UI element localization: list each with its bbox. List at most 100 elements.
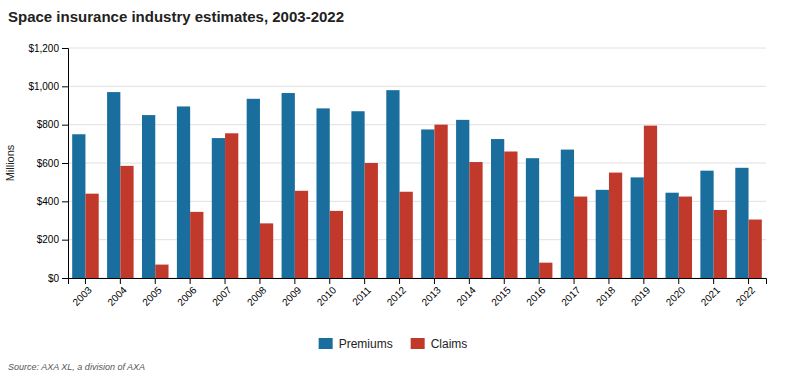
grid-line — [68, 48, 766, 49]
series — [72, 90, 748, 278]
tick-label: $200 — [37, 234, 60, 245]
bar — [700, 171, 713, 278]
tick: 2013 — [419, 278, 443, 308]
tick-label: 2011 — [350, 284, 373, 307]
tick: 2005 — [140, 278, 164, 308]
tick-mark — [62, 48, 68, 49]
tick: 2009 — [280, 278, 304, 308]
tick-label: 2005 — [140, 284, 164, 308]
tick-mark — [62, 163, 68, 164]
tick-label: 2020 — [664, 284, 688, 308]
bar — [504, 152, 517, 279]
legend-swatch — [411, 338, 425, 349]
bar — [295, 191, 308, 278]
tick: 2006 — [175, 278, 199, 308]
tick-label: 2006 — [175, 284, 199, 308]
tick-mark — [643, 278, 644, 284]
tick-mark — [155, 278, 156, 284]
y-axis: $0$200$400$600$800$1,000$1,200 — [28, 43, 68, 284]
bar — [469, 162, 482, 278]
legend: Premiums Claims — [319, 337, 468, 351]
tick-label: 2016 — [524, 284, 548, 308]
tick: 2004 — [105, 278, 129, 308]
tick-label: 2017 — [559, 284, 583, 308]
bar — [365, 163, 378, 278]
tick: 2019 — [629, 278, 653, 308]
bar — [85, 194, 98, 278]
bar — [72, 134, 85, 278]
tick-label: $0 — [48, 273, 60, 284]
plot: $0$200$400$600$800$1,000$1,2002003200420… — [28, 43, 766, 308]
tick-mark — [62, 278, 68, 279]
tick: 2017 — [559, 278, 583, 308]
tick: 2010 — [315, 278, 339, 308]
tick-mark — [539, 278, 540, 284]
tick-mark — [469, 278, 470, 284]
bar — [596, 190, 609, 278]
tick-label: 2015 — [489, 284, 513, 308]
bar — [679, 197, 692, 278]
tick-mark — [748, 278, 749, 284]
bar — [282, 93, 295, 278]
legend-item: Claims — [411, 337, 468, 351]
tick-label: 2012 — [385, 284, 409, 308]
bar — [644, 126, 657, 278]
bar — [386, 90, 399, 278]
title: Space insurance industry estimates, 2003… — [8, 8, 344, 25]
bar — [225, 133, 238, 278]
tick: 2022 — [734, 278, 758, 308]
legend-label: Premiums — [339, 337, 393, 351]
bar — [665, 193, 678, 278]
bars — [72, 90, 762, 278]
tick-mark — [120, 278, 121, 284]
bar — [155, 265, 168, 278]
tick: 2020 — [664, 278, 688, 308]
tick: 2003 — [70, 278, 94, 308]
tick: 2015 — [489, 278, 513, 308]
tick-label: $600 — [37, 158, 60, 169]
tick: $600 — [37, 158, 68, 169]
grid-line — [68, 124, 766, 125]
tick-label: $1,200 — [28, 43, 59, 54]
bar — [561, 150, 574, 278]
bar — [107, 92, 120, 278]
tick-label: 2004 — [105, 284, 129, 308]
bar — [316, 108, 329, 278]
legend-item: Premiums — [319, 337, 393, 351]
tick-mark — [62, 125, 68, 126]
tick-mark — [504, 278, 505, 284]
tick-mark — [259, 278, 260, 284]
tick: 2007 — [210, 278, 234, 308]
annotation: Source: AXA XL, a division of AXA — [8, 362, 145, 372]
bar — [526, 158, 539, 278]
tick-label: 2022 — [734, 284, 758, 308]
bar — [421, 129, 434, 278]
tick-label: 2021 — [699, 284, 723, 308]
tick-label: 2003 — [70, 284, 94, 308]
tick-mark — [62, 201, 68, 202]
bar — [609, 173, 622, 278]
bar — [491, 139, 504, 278]
grid-line — [68, 239, 766, 240]
bar — [749, 220, 762, 278]
tick-mark — [62, 86, 68, 87]
axis-line — [69, 279, 767, 285]
bar — [120, 166, 133, 278]
grid-line — [68, 86, 766, 87]
tick-mark — [85, 278, 86, 284]
bar — [434, 125, 447, 278]
tick-label: 2008 — [245, 284, 269, 308]
bar — [177, 106, 190, 278]
bar — [574, 197, 587, 278]
grid — [68, 48, 766, 278]
tick-mark — [364, 278, 365, 284]
bar — [631, 177, 644, 278]
tick-label: 2018 — [594, 284, 618, 308]
axis-line — [62, 49, 69, 279]
tick-mark — [225, 278, 226, 284]
tick: 2016 — [524, 278, 548, 308]
tick-mark — [294, 278, 295, 284]
tick: 2011 — [350, 278, 373, 307]
tick: 2014 — [454, 278, 478, 308]
tick-mark — [329, 278, 330, 284]
